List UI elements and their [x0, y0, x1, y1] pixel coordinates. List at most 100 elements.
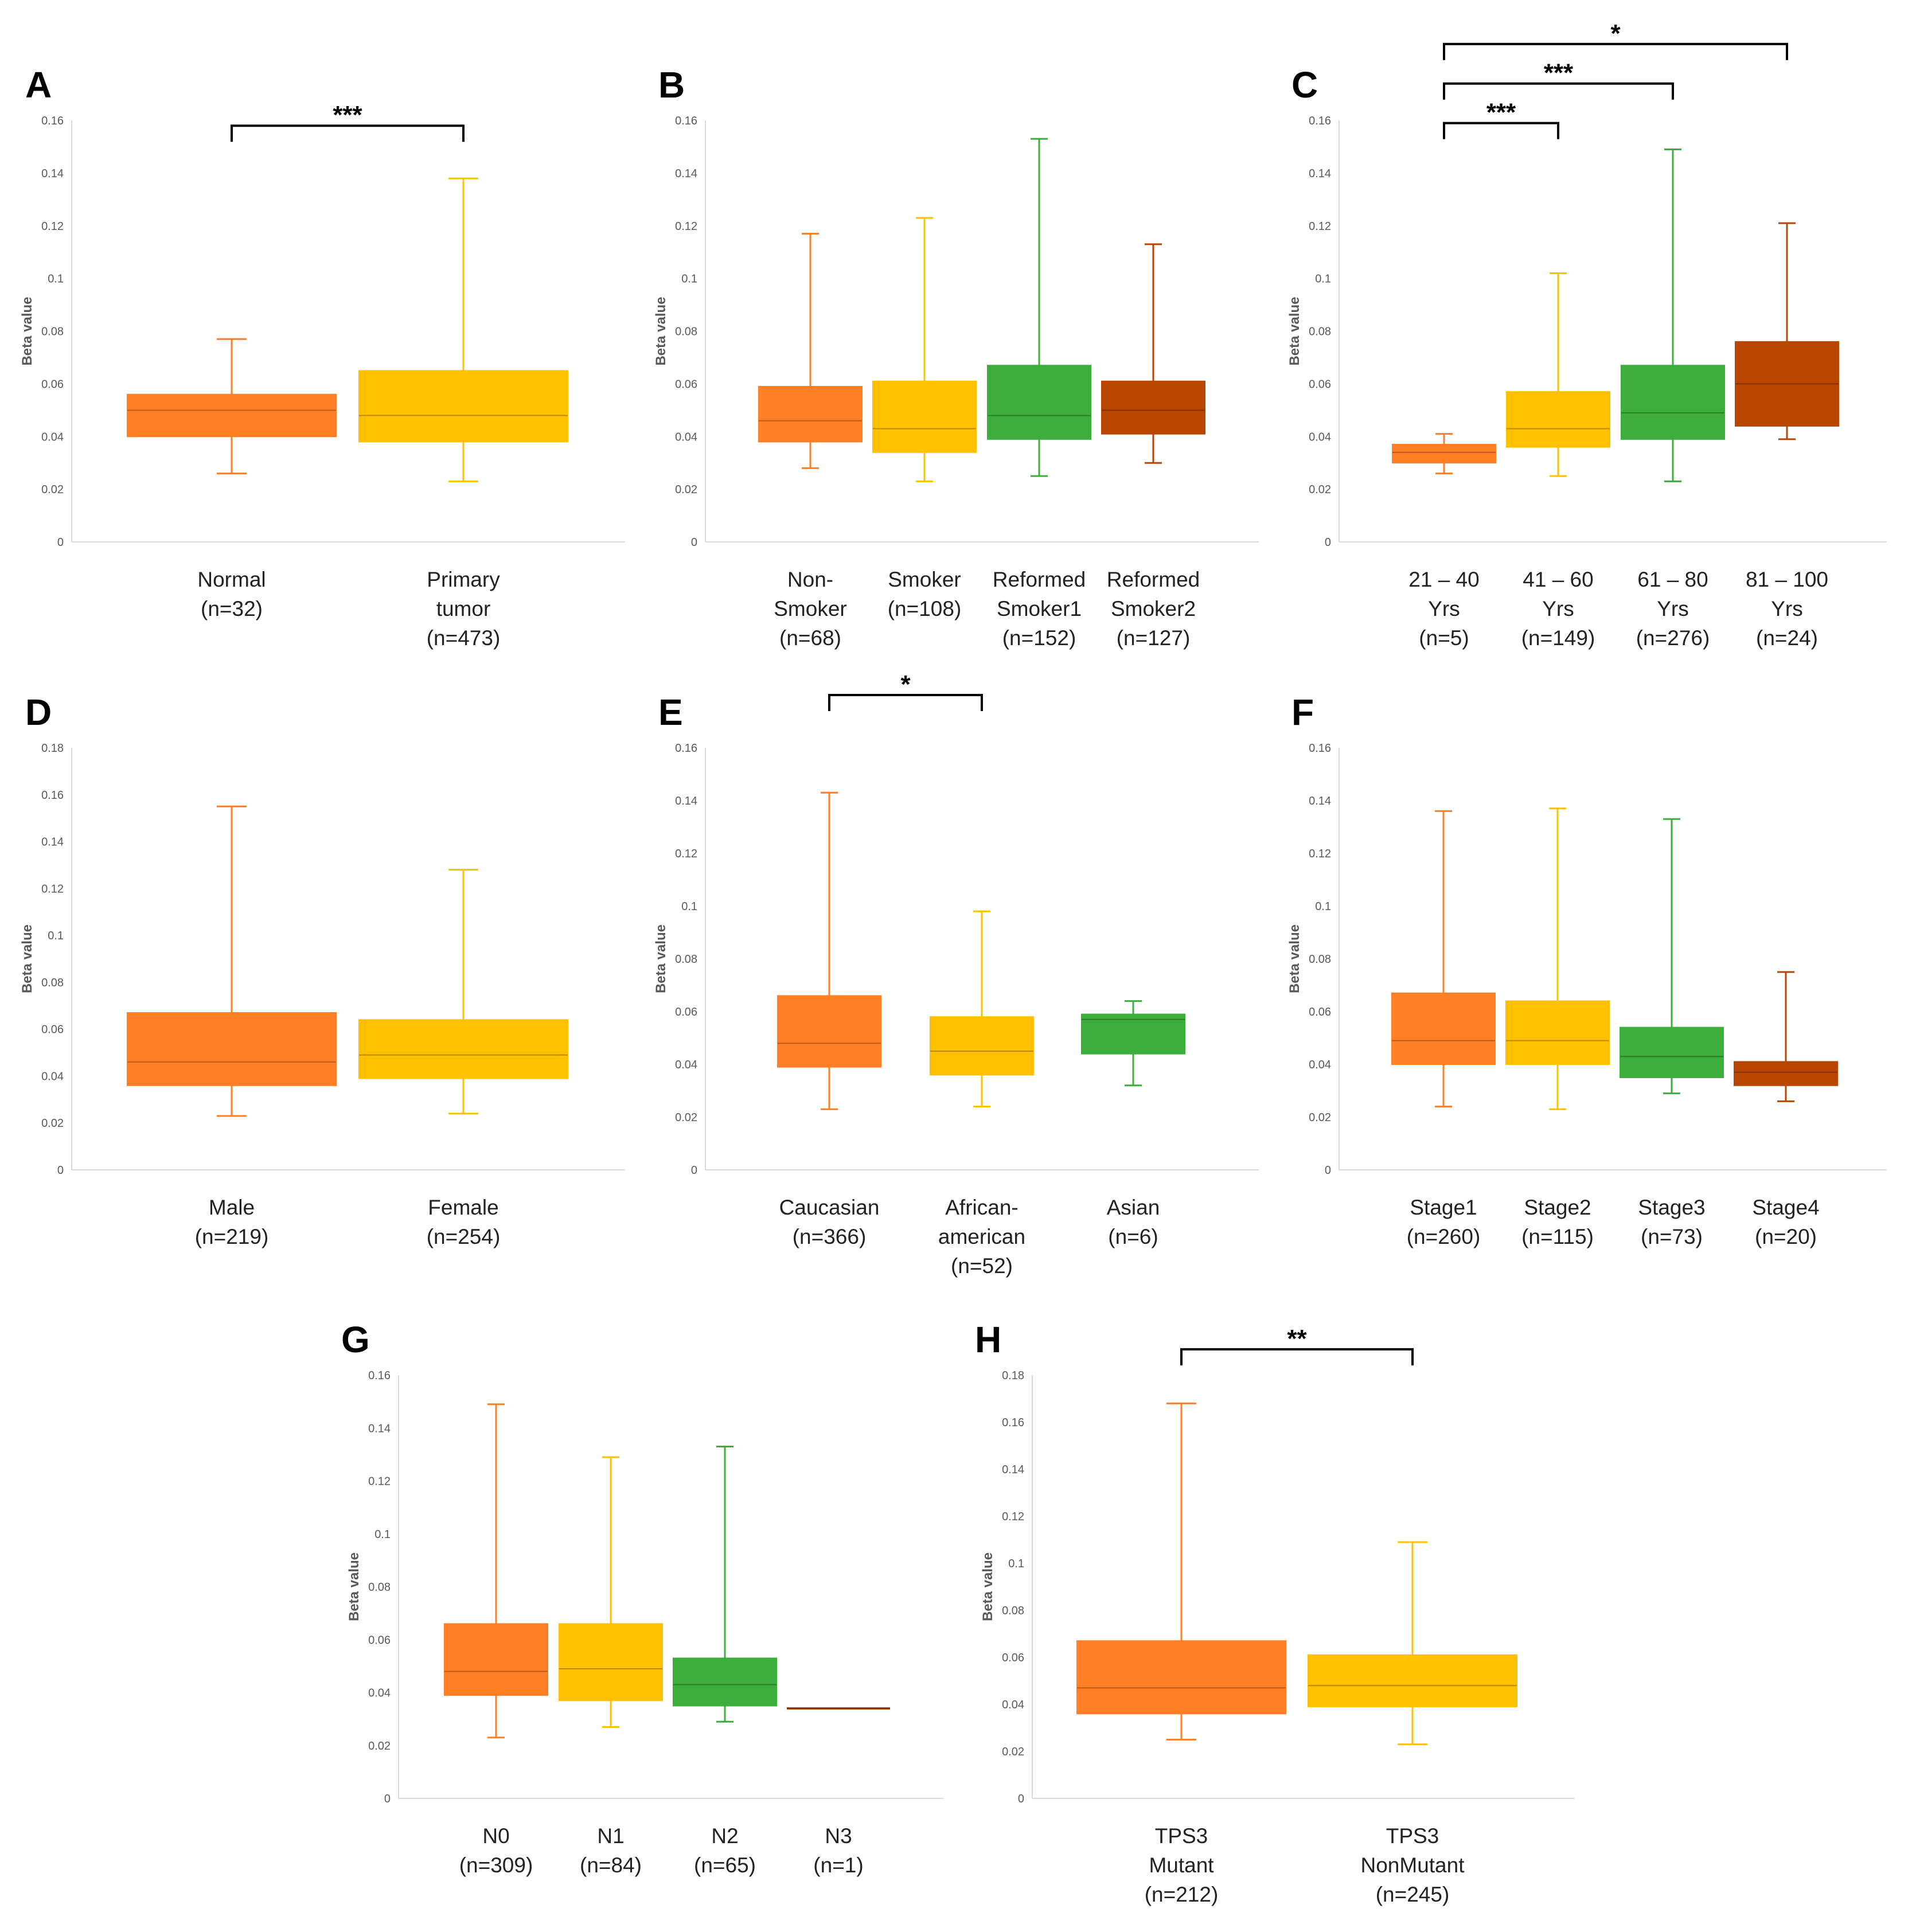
- y-tick-label: 0.12: [675, 220, 697, 233]
- category-label: Smoker: [774, 597, 846, 620]
- category-label: (n=276): [1636, 626, 1710, 650]
- y-tick-label: 0: [691, 536, 697, 549]
- panel-letter-h: H: [975, 1319, 1001, 1360]
- category-label: N0: [482, 1824, 509, 1848]
- panel-letter-f: F: [1291, 692, 1314, 733]
- category-label: NonMutant: [1361, 1853, 1465, 1877]
- y-tick-label: 0.08: [1309, 326, 1331, 338]
- category-label: (n=1): [813, 1853, 863, 1877]
- category-label: (n=115): [1521, 1225, 1594, 1248]
- category-label: N3: [825, 1824, 852, 1848]
- box-iqr: [930, 1016, 1034, 1076]
- significance-bracket: [1443, 82, 1674, 100]
- box-iqr: [1391, 992, 1496, 1065]
- y-axis-label: Beta value: [19, 296, 35, 365]
- box-iqr: [127, 1012, 337, 1086]
- y-tick-label: 0.02: [41, 1117, 64, 1130]
- category-label: African-: [945, 1196, 1018, 1219]
- y-tick-label: 0.16: [41, 115, 64, 127]
- category-label: (n=68): [779, 626, 841, 650]
- y-axis-label: Beta value: [1287, 924, 1302, 993]
- y-tick-label: 0.16: [675, 742, 697, 755]
- y-tick-label: 0.08: [1309, 953, 1331, 966]
- y-tick-label: 0.12: [41, 220, 64, 233]
- panel-letter-g: G: [341, 1319, 370, 1360]
- y-tick-label: 0.04: [41, 1070, 64, 1083]
- y-tick-label: 0.08: [41, 977, 64, 989]
- y-tick-label: 0.18: [1002, 1369, 1024, 1382]
- y-tick-label: 0.12: [41, 883, 64, 895]
- significance-label: ***: [333, 101, 362, 129]
- y-tick-label: 0.08: [675, 953, 697, 966]
- y-tick-label: 0.12: [1002, 1511, 1024, 1523]
- box-iqr: [777, 995, 881, 1068]
- y-tick-label: 0.04: [1309, 431, 1331, 443]
- category-label: (n=473): [427, 626, 501, 650]
- y-tick-label: 0.06: [41, 378, 64, 391]
- box-iqr: [1076, 1640, 1286, 1715]
- y-axis-label: Beta value: [346, 1552, 362, 1621]
- y-tick-label: 0: [57, 536, 64, 549]
- category-label: (n=20): [1755, 1225, 1817, 1248]
- y-tick-label: 0.02: [1002, 1746, 1024, 1758]
- box-iqr: [1621, 365, 1725, 440]
- significance-label: *: [900, 670, 911, 698]
- box-iqr: [1506, 391, 1610, 448]
- y-tick-label: 0.14: [1309, 167, 1331, 180]
- y-tick-label: 0.1: [48, 930, 64, 942]
- y-tick-label: 0.14: [675, 167, 697, 180]
- category-label: (n=149): [1521, 626, 1595, 650]
- y-axis-label: Beta value: [1287, 296, 1302, 365]
- y-axis-label: Beta value: [653, 924, 669, 993]
- y-tick-label: 0.04: [1309, 1059, 1331, 1071]
- y-tick-label: 0.02: [1309, 1111, 1331, 1124]
- y-tick-label: 0.02: [1309, 483, 1331, 496]
- box-iqr: [1081, 1013, 1185, 1055]
- category-label: Yrs: [1657, 597, 1689, 620]
- category-label: (n=245): [1376, 1883, 1450, 1906]
- category-label: (n=108): [888, 597, 962, 620]
- box-iqr: [559, 1623, 663, 1701]
- category-label: (n=366): [793, 1225, 867, 1248]
- y-tick-label: 0.02: [41, 483, 64, 496]
- category-label: (n=65): [694, 1853, 756, 1877]
- box-iqr: [1620, 1027, 1724, 1078]
- significance-label: ***: [1544, 59, 1574, 87]
- category-label: Yrs: [1771, 597, 1803, 620]
- y-tick-label: 0.02: [368, 1740, 391, 1753]
- y-tick-label: 0.1: [681, 900, 697, 913]
- category-label: (n=212): [1145, 1883, 1219, 1906]
- category-label: 81 – 100: [1746, 568, 1828, 591]
- box-iqr: [1392, 444, 1496, 464]
- category-label: N1: [597, 1824, 624, 1848]
- y-tick-label: 0.12: [1309, 848, 1331, 860]
- category-label: american: [938, 1225, 1025, 1248]
- y-tick-label: 0: [691, 1164, 697, 1177]
- y-tick-label: 0.18: [41, 742, 64, 755]
- y-tick-label: 0.06: [41, 1024, 64, 1036]
- y-tick-label: 0.16: [1309, 115, 1331, 127]
- y-tick-label: 0.14: [41, 836, 64, 849]
- box-iqr: [1101, 380, 1205, 435]
- y-tick-label: 0.12: [675, 848, 697, 860]
- category-label: 21 – 40: [1408, 568, 1479, 591]
- category-label: Stage2: [1524, 1196, 1591, 1219]
- y-tick-label: 0.06: [1309, 1006, 1331, 1018]
- category-label: (n=260): [1407, 1225, 1481, 1248]
- category-label: (n=73): [1641, 1225, 1703, 1248]
- category-label: (n=152): [1002, 626, 1076, 650]
- category-label: Smoker2: [1111, 597, 1196, 620]
- box-iqr: [987, 365, 1091, 440]
- panel-letter-e: E: [658, 692, 683, 733]
- category-label: (n=5): [1419, 626, 1469, 650]
- category-label: Stage3: [1638, 1196, 1705, 1219]
- y-tick-label: 0.16: [675, 115, 697, 127]
- box-iqr: [1735, 341, 1839, 427]
- y-tick-label: 0.04: [1002, 1699, 1024, 1711]
- significance-bracket: [1443, 42, 1788, 60]
- category-label: 41 – 60: [1523, 568, 1593, 591]
- category-label: TPS3: [1155, 1824, 1208, 1848]
- y-tick-label: 0.16: [368, 1369, 391, 1382]
- category-label: Normal: [197, 568, 266, 591]
